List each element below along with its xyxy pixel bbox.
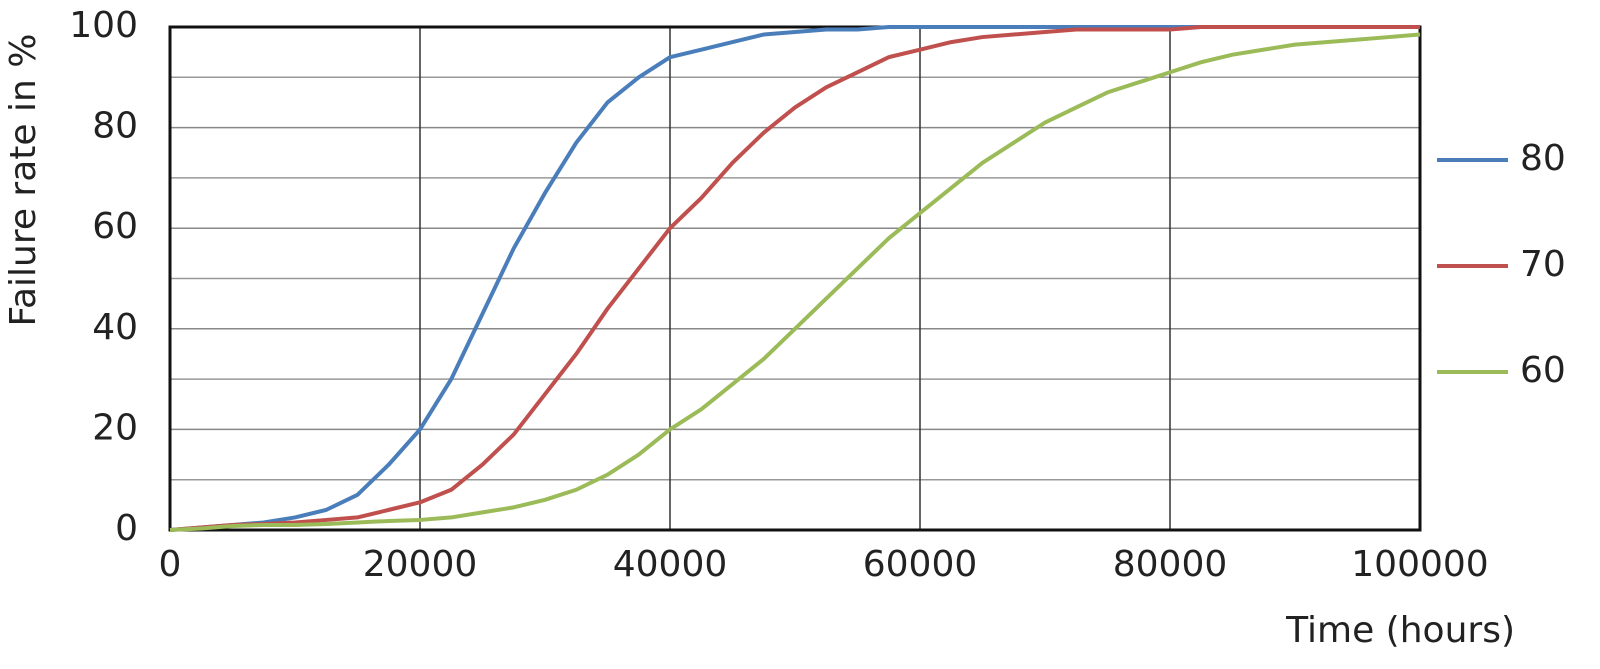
y-tick-label: 20 xyxy=(92,407,138,448)
x-axis-title: Time (hours) xyxy=(1285,610,1515,651)
data-line xyxy=(169,25,1420,532)
y-tick-label: 80 xyxy=(92,106,138,147)
x-tick-label: 80000 xyxy=(1113,544,1228,585)
data-line xyxy=(169,32,1421,532)
plot-frame xyxy=(168,25,1422,532)
legend-label: 80 xyxy=(1520,138,1566,179)
y-tick-label: 40 xyxy=(92,307,138,348)
x-tick-label: 0 xyxy=(159,544,182,585)
y-tick-label: 0 xyxy=(115,508,138,549)
y-axis-title: Failure rate in % xyxy=(3,34,44,327)
x-tick-label: 40000 xyxy=(613,544,728,585)
x-tick-label: 60000 xyxy=(863,544,978,585)
y-tick-label: 60 xyxy=(92,206,138,247)
x-tick-label: 100000 xyxy=(1351,544,1488,585)
y-tick-label: 100 xyxy=(69,5,138,46)
legend-label: 70 xyxy=(1520,244,1566,285)
legend-label: 60 xyxy=(1520,350,1566,391)
x-tick-label: 20000 xyxy=(363,544,478,585)
